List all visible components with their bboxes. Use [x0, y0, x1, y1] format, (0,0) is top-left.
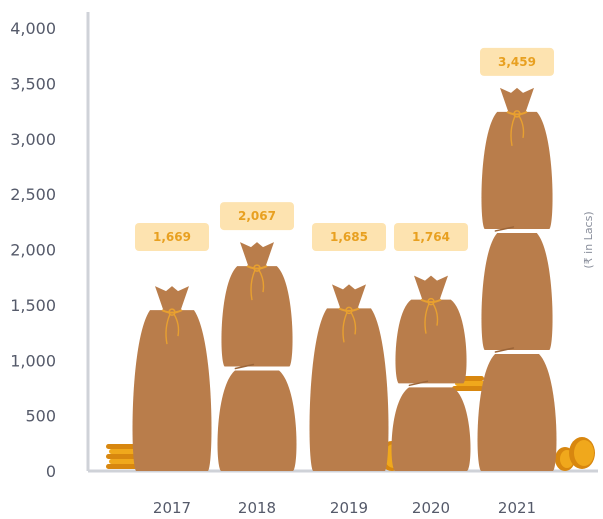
value-label-bg: [135, 223, 209, 251]
sack-tie: [420, 298, 442, 304]
y-tick-label: 0: [46, 462, 56, 481]
coin-stack-piece: [452, 386, 484, 391]
sack-segment: [391, 387, 471, 471]
y-tick-label: 2,000: [10, 241, 56, 260]
y-tick-label: 1,000: [10, 351, 56, 370]
sack-segment: [309, 308, 389, 471]
y-tick-label: 1,500: [10, 296, 56, 315]
x-tick-label: 2017: [153, 499, 191, 517]
sack-segment: [217, 370, 297, 471]
bar-2017: 1,669: [132, 223, 212, 471]
sack-segment: [481, 111, 553, 229]
y-axis-ticks: 0 500 1,000 1,500 2,000 2,500 3,000 3,500 4,000: [10, 19, 56, 481]
sack-segment: [481, 232, 553, 350]
x-tick-label: 2019: [330, 499, 368, 517]
x-tick-label: 2020: [412, 499, 450, 517]
sack-segment: [395, 299, 467, 384]
sack-tie: [161, 309, 183, 314]
sack-crease: [494, 226, 515, 232]
sack-crease: [234, 363, 255, 370]
coin-stack-piece: [106, 464, 138, 469]
sack-knot: [168, 308, 176, 316]
sack-string: [424, 303, 439, 334]
sack-tie: [246, 265, 268, 270]
x-tick-label: 2021: [498, 499, 536, 517]
value-label-bg: [394, 223, 468, 251]
sack-crease: [494, 347, 515, 353]
sack-neck: [332, 284, 366, 311]
y-tick-label: 2,500: [10, 185, 56, 204]
sack-crease: [408, 380, 429, 387]
bars: 1,669 2,067 1,685 1,764 3,459: [132, 47, 557, 471]
value-label-bg: [312, 223, 386, 251]
sack-string: [250, 269, 265, 301]
value-label-bg: [480, 47, 554, 76]
x-tick-label: 2018: [238, 499, 276, 517]
bar-2018: 2,067: [217, 202, 297, 471]
sack-tie: [506, 111, 528, 116]
sack-neck: [500, 87, 534, 114]
coin-stack-piece: [109, 449, 141, 454]
coin-stack-piece: [106, 444, 138, 449]
sack-segment: [132, 310, 212, 471]
x-axis-categories: 2017 2018 2019 2020 2021: [153, 499, 536, 517]
value-label-bg: [220, 202, 294, 231]
sack-tie: [338, 307, 360, 312]
value-label: 3,459: [498, 55, 536, 69]
value-label: 2,067: [238, 209, 276, 223]
sack-neck: [240, 242, 274, 269]
sack-string: [510, 115, 525, 147]
sack-knot: [253, 264, 261, 272]
y-tick-label: 3,500: [10, 74, 56, 93]
unit-label: (₹ in Lacs): [582, 211, 595, 268]
coin-face: [574, 440, 594, 466]
sack-string: [342, 312, 357, 343]
y-tick-label: 3,000: [10, 130, 56, 149]
sack-neck: [414, 275, 448, 302]
value-label: 1,764: [412, 230, 450, 244]
sack-segment: [477, 353, 557, 471]
bar-2019: 1,685: [309, 223, 389, 471]
value-label: 1,685: [330, 230, 368, 244]
sack-knot: [345, 306, 353, 315]
sack-knot: [427, 297, 435, 306]
coin-stack-piece: [106, 454, 138, 459]
value-label: 1,669: [153, 230, 191, 244]
sack-neck: [155, 286, 189, 313]
bar-2021: 3,459: [477, 47, 557, 471]
sack-string: [165, 313, 180, 345]
coin-stack-piece: [109, 459, 141, 464]
sack-segment: [221, 266, 293, 367]
sack-knot: [513, 110, 521, 118]
y-tick-label: 4,000: [10, 19, 56, 38]
bar-2020: 1,764: [391, 223, 471, 471]
y-tick-label: 500: [25, 407, 56, 426]
